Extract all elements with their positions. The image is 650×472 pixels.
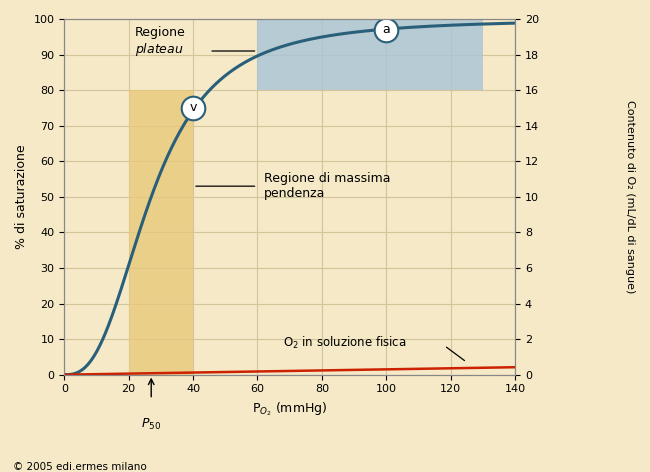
Text: O$_2$ in soluzione fisica: O$_2$ in soluzione fisica — [283, 335, 407, 351]
Bar — [129, 90, 193, 375]
X-axis label: P$_{O_2}$ (mmHg): P$_{O_2}$ (mmHg) — [252, 400, 328, 418]
Text: Regione
$\it{plateau}$: Regione $\it{plateau}$ — [135, 26, 186, 59]
Bar — [257, 19, 483, 90]
Y-axis label: % di saturazione: % di saturazione — [15, 144, 28, 249]
Text: © 2005 edi.ermes milano: © 2005 edi.ermes milano — [13, 462, 147, 472]
Y-axis label: Contenuto di O₂ (mL/dL di sangue): Contenuto di O₂ (mL/dL di sangue) — [625, 100, 635, 294]
Text: v: v — [189, 101, 197, 114]
Text: Regione di massima
pendenza: Regione di massima pendenza — [264, 172, 391, 200]
Text: $P_{50}$: $P_{50}$ — [141, 417, 161, 432]
Text: a: a — [382, 23, 390, 36]
